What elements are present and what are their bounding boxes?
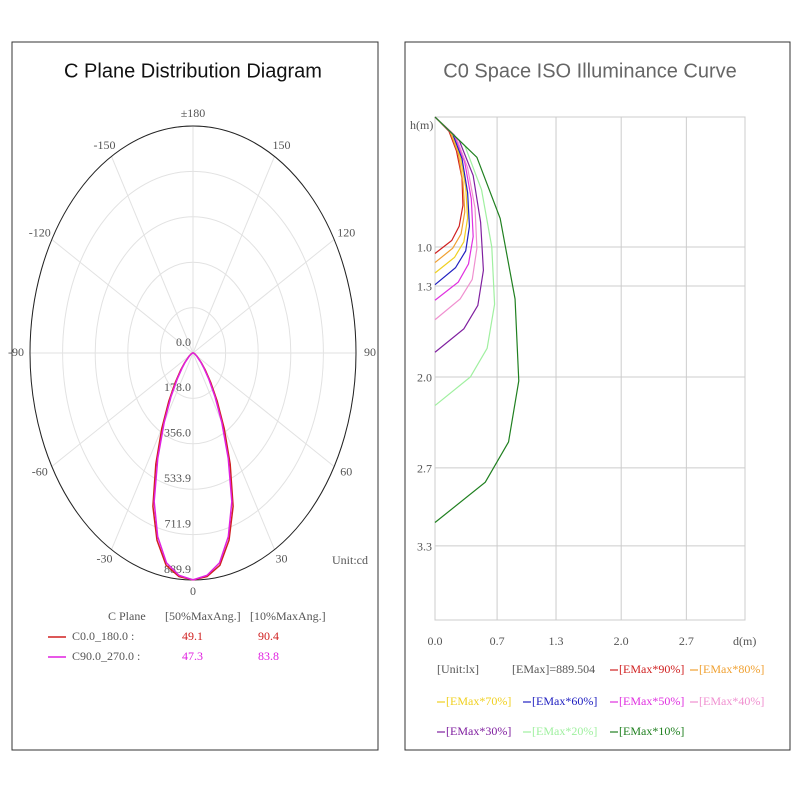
legend-label: C90.0_270.0 : bbox=[72, 649, 140, 663]
legend-label: [EMax*60%] bbox=[532, 694, 597, 708]
angle-label: -120 bbox=[29, 225, 51, 239]
x-tick-label: 2.7 bbox=[679, 634, 694, 648]
left-panel bbox=[11, 41, 379, 751]
y-tick-label: 2.7 bbox=[417, 462, 432, 476]
right-panel bbox=[404, 41, 791, 751]
angle-label: -30 bbox=[97, 552, 113, 566]
legend-label: [EMax*80%] bbox=[699, 662, 764, 676]
angle-label: -90 bbox=[8, 345, 24, 359]
x-tick-label: 1.3 bbox=[549, 634, 564, 648]
angle-grid bbox=[192, 239, 335, 354]
angle-grid bbox=[111, 352, 194, 550]
legend-label: [EMax*70%] bbox=[446, 694, 511, 708]
angle-grid bbox=[192, 352, 335, 467]
emax-label: [EMax]=889.504 bbox=[512, 662, 595, 676]
y-axis-label: h(m) bbox=[410, 118, 433, 132]
legend-label: [EMax*50%] bbox=[619, 694, 684, 708]
angle-grid bbox=[192, 352, 275, 550]
radial-label: 533.9 bbox=[164, 471, 191, 485]
unit-label: Unit:cd bbox=[332, 553, 368, 567]
x-tick-label: 0.0 bbox=[428, 634, 443, 648]
angle-label: -60 bbox=[32, 464, 48, 478]
half-angle: 47.3 bbox=[182, 649, 203, 663]
angle-label: -150 bbox=[94, 138, 116, 152]
x-tick-label: 0.7 bbox=[490, 634, 505, 648]
radial-label: 889.9 bbox=[164, 562, 191, 576]
angle-label: 0 bbox=[190, 584, 196, 598]
isoline bbox=[434, 116, 471, 286]
angle-grid bbox=[111, 156, 194, 354]
x-tick-label: 2.0 bbox=[614, 634, 629, 648]
angle-label: 60 bbox=[340, 464, 352, 478]
angle-grid bbox=[192, 156, 275, 354]
isoline bbox=[434, 116, 496, 407]
y-tick-label: 1.0 bbox=[417, 241, 432, 255]
legend-label: [EMax*40%] bbox=[699, 694, 764, 708]
radial-label: 711.9 bbox=[164, 516, 191, 530]
angle-label: 30 bbox=[276, 552, 288, 566]
angle-label: 120 bbox=[337, 225, 355, 239]
table-header: [10%MaxAng.] bbox=[250, 609, 326, 623]
intensity-curve bbox=[153, 352, 194, 581]
isoline bbox=[434, 116, 466, 264]
table-header: C Plane bbox=[108, 609, 146, 623]
legend-label: [EMax*30%] bbox=[446, 724, 511, 738]
legend-label: [EMax*10%] bbox=[619, 724, 684, 738]
isoline bbox=[434, 116, 478, 321]
isoline bbox=[434, 116, 474, 301]
isoline bbox=[434, 116, 485, 353]
x-axis-label: d(m) bbox=[733, 634, 756, 648]
half-angle: 49.1 bbox=[182, 629, 203, 643]
y-tick-label: 1.3 bbox=[417, 280, 432, 294]
radial-label: 0.0 bbox=[176, 335, 191, 349]
table-header: [50%MaxAng.] bbox=[165, 609, 241, 623]
legend-label: C0.0_180.0 : bbox=[72, 629, 134, 643]
radial-label: 178.0 bbox=[164, 380, 191, 394]
intensity-curve bbox=[192, 352, 233, 581]
angle-label: 90 bbox=[364, 345, 376, 359]
angle-label: 150 bbox=[273, 138, 291, 152]
y-tick-label: 2.0 bbox=[417, 371, 432, 385]
legend-label: [EMax*90%] bbox=[619, 662, 684, 676]
y-tick-label: 3.3 bbox=[417, 540, 432, 554]
angle-grid bbox=[51, 352, 194, 467]
iso-title: C0 Space ISO Illuminance Curve bbox=[443, 60, 736, 82]
tenth-angle: 83.8 bbox=[258, 649, 279, 663]
angle-grid bbox=[51, 239, 194, 354]
intensity-curve bbox=[192, 352, 234, 581]
polar-title: C Plane Distribution Diagram bbox=[64, 60, 322, 82]
legend-label: [EMax*20%] bbox=[532, 724, 597, 738]
isoline bbox=[434, 116, 520, 523]
radial-label: 356.0 bbox=[164, 426, 191, 440]
tenth-angle: 90.4 bbox=[258, 629, 279, 643]
polar-frame bbox=[29, 125, 357, 581]
unit-label: [Unit:lx] bbox=[437, 662, 479, 676]
isoline bbox=[434, 116, 464, 254]
angle-label: ±180 bbox=[181, 106, 206, 120]
